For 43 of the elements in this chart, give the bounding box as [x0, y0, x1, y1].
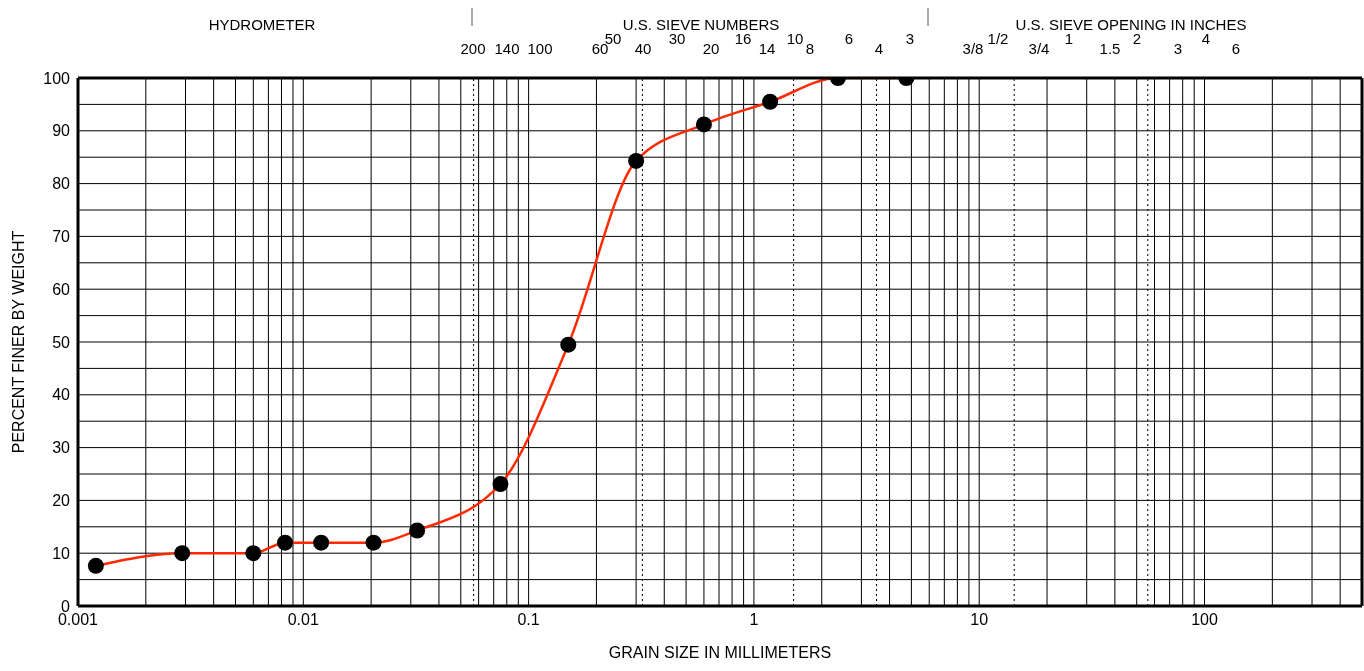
text: 6 — [844, 30, 854, 47]
x-axis-title: GRAIN SIZE IN MILLIMETERS — [608, 644, 832, 661]
y-tick-label: 100 — [43, 69, 71, 87]
text: 1 — [1064, 30, 1074, 47]
text: 1.5 — [1099, 40, 1121, 57]
y-tick-label: 20 — [52, 492, 71, 510]
text: 14 — [758, 40, 776, 57]
y-tick-label: 50 — [52, 333, 71, 351]
text: U.S. SIEVE NUMBERS — [622, 16, 780, 33]
text: 10 — [786, 30, 804, 47]
text: U.S. SIEVE OPENING IN INCHES — [1015, 16, 1247, 33]
y-tick-label: 60 — [52, 280, 71, 298]
text: 3/4 — [1028, 40, 1050, 57]
x-tick-label: 0.1 — [517, 611, 540, 629]
text: 200 — [460, 40, 486, 57]
text: 140 — [494, 40, 520, 57]
text: 2 — [1132, 30, 1142, 47]
text: 3 — [1173, 40, 1183, 57]
text: 100 — [527, 40, 553, 57]
x-tick-label: 100 — [1191, 611, 1218, 629]
y-tick-label: 40 — [52, 386, 71, 404]
y-tick-label: 10 — [52, 544, 71, 562]
x-tick-label: 1 — [749, 611, 759, 629]
x-tick-label: 0.01 — [287, 611, 319, 629]
text: 16 — [734, 30, 752, 47]
text: HYDROMETER — [207, 16, 317, 33]
text: 20 — [702, 40, 720, 57]
y-tick-label: 30 — [52, 439, 71, 457]
y-tick-label: 80 — [52, 175, 71, 193]
text: 4 — [1201, 30, 1211, 47]
text: 40 — [634, 40, 652, 57]
text: 1/2 — [987, 30, 1009, 47]
text: 3 — [905, 30, 915, 47]
text: 8 — [805, 40, 815, 57]
text: 6 — [1231, 40, 1241, 57]
x-tick-label: 0.001 — [57, 611, 99, 629]
y-axis-title: PERCENT FINER BY WEIGHT — [9, 230, 27, 454]
text: 30 — [668, 30, 686, 47]
text: 4 — [874, 40, 884, 57]
text: 3/8 — [962, 40, 984, 57]
x-tick-label: 10 — [970, 611, 989, 629]
y-tick-label: 90 — [52, 122, 71, 140]
y-tick-label: 70 — [52, 228, 71, 246]
